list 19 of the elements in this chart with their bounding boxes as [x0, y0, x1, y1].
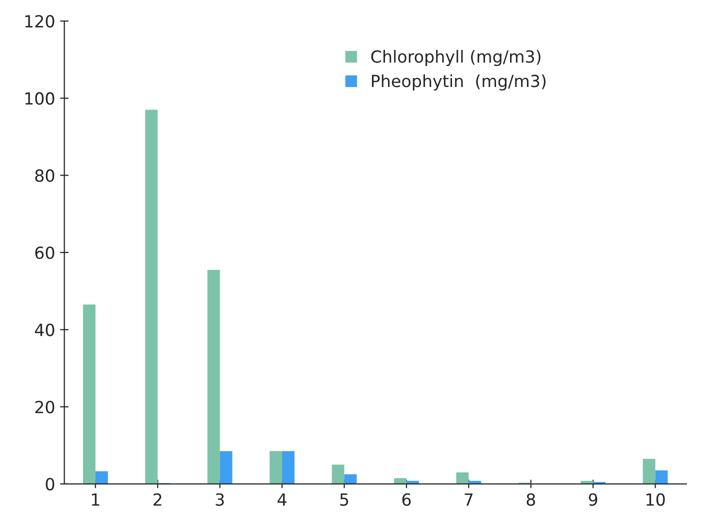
x-tick-label: 1 [92, 493, 100, 506]
legend-label: Pheophytin (mg/m3) [372, 74, 546, 91]
x-tick-label: 5 [340, 493, 348, 506]
legend-label: Chlorophyll (mg/m3) [371, 50, 540, 66]
y-tick-label: 80 [35, 169, 54, 182]
x-tick-label: 7 [464, 493, 473, 506]
y-tick-label: 40 [34, 324, 54, 336]
y-tick-label: 120 [25, 15, 54, 28]
x-tick-label: 10 [646, 493, 665, 506]
x-tick-label: 4 [278, 493, 286, 506]
y-tick-label: 100 [25, 92, 54, 105]
x-tick-label: 2 [154, 493, 162, 506]
x-tick-label: 8 [526, 493, 536, 506]
x-tick-label: 3 [216, 493, 224, 506]
y-tick-label: 60 [35, 246, 54, 260]
y-tick-label: 0 [46, 478, 54, 490]
x-tick-label: 9 [588, 493, 598, 506]
y-tick-label: 20 [35, 400, 54, 414]
x-tick-label: 6 [402, 493, 411, 506]
